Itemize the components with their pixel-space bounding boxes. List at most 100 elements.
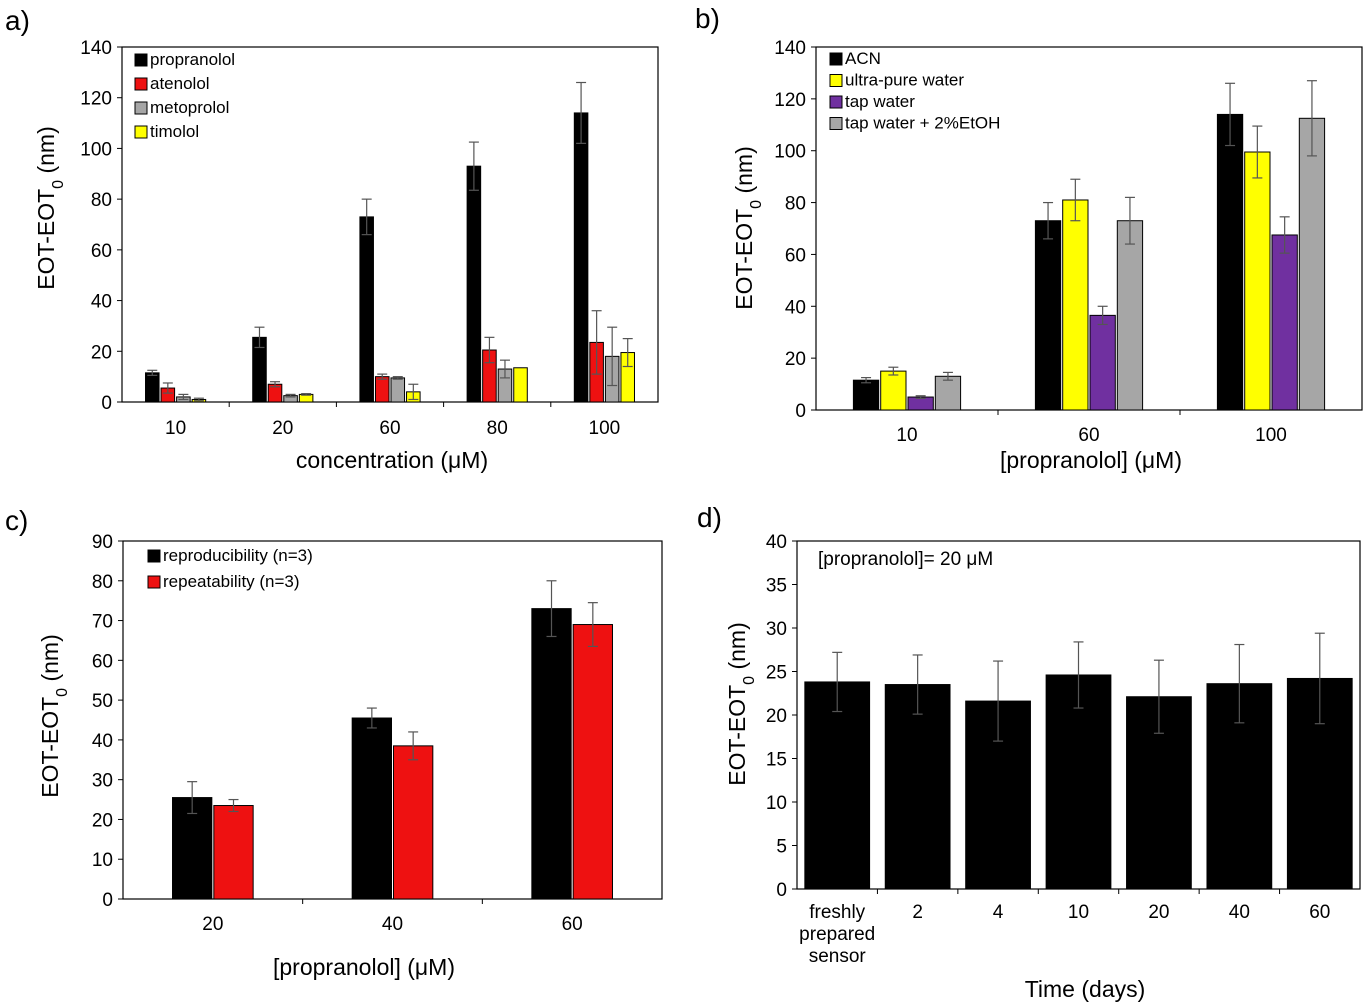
x-axis-title: concentration (μM) bbox=[296, 447, 488, 473]
legend-swatch bbox=[147, 549, 161, 563]
bar bbox=[513, 367, 528, 403]
y-tick-label: 60 bbox=[92, 651, 113, 672]
bar bbox=[1062, 199, 1089, 411]
panel-label: c) bbox=[5, 505, 28, 536]
y-tick-label: 15 bbox=[766, 750, 787, 771]
x-tick-label: prepared bbox=[799, 924, 875, 945]
x-tick-label: 20 bbox=[272, 418, 293, 439]
y-tick-label: 25 bbox=[766, 663, 787, 684]
y-tick-label: 35 bbox=[766, 576, 787, 597]
bar bbox=[880, 370, 907, 411]
x-tick-label: freshly bbox=[809, 902, 865, 923]
x-axis-title: [propranolol] (μM) bbox=[273, 954, 455, 980]
bar bbox=[351, 717, 392, 900]
y-tick-label: 100 bbox=[80, 139, 112, 160]
legend-swatch bbox=[134, 53, 148, 67]
y-tick-label: 80 bbox=[785, 194, 806, 215]
x-tick-label: 20 bbox=[1148, 902, 1169, 923]
y-tick-label: 50 bbox=[92, 691, 113, 712]
bar bbox=[213, 805, 254, 900]
y-tick-label: 70 bbox=[92, 612, 113, 633]
y-tick-label: 20 bbox=[766, 706, 787, 727]
y-tick-label: 60 bbox=[785, 245, 806, 266]
bar bbox=[390, 377, 406, 403]
legend-swatch bbox=[147, 575, 161, 589]
legend-label: tap water bbox=[845, 92, 915, 111]
bar bbox=[573, 112, 589, 403]
y-tick-label: 90 bbox=[92, 532, 113, 553]
legend-swatch bbox=[134, 101, 148, 115]
bar bbox=[374, 376, 390, 403]
y-tick-label: 40 bbox=[91, 292, 112, 313]
bar bbox=[1298, 117, 1326, 411]
y-tick-label: 20 bbox=[785, 349, 806, 370]
y-tick-label: 10 bbox=[766, 793, 787, 814]
bar bbox=[572, 624, 613, 900]
bar bbox=[804, 681, 871, 890]
panel-label: b) bbox=[695, 3, 720, 34]
y-tick-label: 5 bbox=[776, 837, 787, 858]
legend-swatch bbox=[829, 52, 843, 66]
x-tick-label: 4 bbox=[993, 902, 1004, 923]
legend-label: atenolol bbox=[150, 74, 210, 93]
y-tick-label: 120 bbox=[774, 90, 806, 111]
x-axis-title: Time (days) bbox=[1025, 976, 1146, 1002]
y-tick-label: 80 bbox=[91, 190, 112, 211]
panel-label: d) bbox=[697, 502, 722, 533]
x-tick-label: 40 bbox=[1229, 902, 1250, 923]
y-tick-label: 140 bbox=[774, 38, 806, 59]
bar bbox=[1216, 113, 1244, 411]
y-tick-label: 20 bbox=[92, 810, 113, 831]
y-tick-label: 40 bbox=[766, 532, 787, 553]
bar bbox=[1045, 674, 1112, 890]
y-tick-label: 10 bbox=[92, 850, 113, 871]
x-tick-label: 10 bbox=[165, 418, 186, 439]
chart-panel-a: a) 0 20 40 60 80 100 120 140 10 20 60 80 100 concentra… bbox=[5, 5, 659, 473]
legend: reproducibility (n=3) repeatability (n=3) bbox=[147, 546, 313, 591]
annotation: [propranolol]= 20 μM bbox=[818, 549, 993, 570]
bar bbox=[1244, 151, 1271, 411]
legend-label: repeatability (n=3) bbox=[163, 572, 300, 591]
chart-panel-c: c) 0 10 20 30 40 50 60 70 80 90 20 40 60 [propranolol]… bbox=[5, 505, 663, 980]
bar bbox=[1271, 234, 1298, 411]
legend-label: ultra-pure water bbox=[845, 71, 964, 90]
y-axis-title: EOT-EOT0 (nm) bbox=[724, 622, 758, 786]
legend-swatch bbox=[829, 95, 843, 109]
bar bbox=[466, 165, 482, 403]
y-tick-label: 0 bbox=[795, 401, 806, 422]
legend-label: reproducibility (n=3) bbox=[163, 546, 313, 565]
legend-swatch bbox=[134, 77, 148, 91]
y-tick-label: 0 bbox=[102, 890, 113, 911]
x-tick-label: 80 bbox=[487, 418, 508, 439]
x-tick-label: sensor bbox=[809, 946, 867, 967]
y-tick-label: 0 bbox=[776, 880, 787, 901]
legend: ACN ultra-pure water tap water tap water + … bbox=[829, 49, 1000, 133]
y-axis-title: EOT-EOT0 (nm) bbox=[731, 146, 765, 310]
plot-area bbox=[815, 46, 1363, 411]
legend-label: propranolol bbox=[150, 50, 235, 69]
legend: propranolol atenolol metoprolol timolol bbox=[134, 50, 235, 141]
bar bbox=[907, 396, 934, 411]
bar bbox=[531, 608, 572, 900]
bar bbox=[1034, 220, 1062, 411]
x-tick-label: 60 bbox=[1078, 425, 1099, 446]
legend-label: timolol bbox=[150, 122, 199, 141]
bar bbox=[145, 372, 160, 403]
plot-area bbox=[121, 46, 659, 403]
x-tick-label: 40 bbox=[382, 914, 403, 935]
y-tick-label: 30 bbox=[766, 619, 787, 640]
bar bbox=[934, 375, 962, 411]
legend-swatch bbox=[829, 117, 843, 130]
bar bbox=[393, 745, 434, 900]
x-tick-label: 60 bbox=[1309, 902, 1330, 923]
y-tick-label: 100 bbox=[774, 142, 806, 163]
y-tick-label: 40 bbox=[785, 297, 806, 318]
x-tick-label: 60 bbox=[379, 418, 400, 439]
y-tick-label: 60 bbox=[91, 241, 112, 262]
bar bbox=[852, 379, 880, 411]
y-tick-label: 120 bbox=[80, 89, 112, 110]
y-tick-label: 80 bbox=[92, 572, 113, 593]
bar bbox=[1116, 220, 1144, 411]
